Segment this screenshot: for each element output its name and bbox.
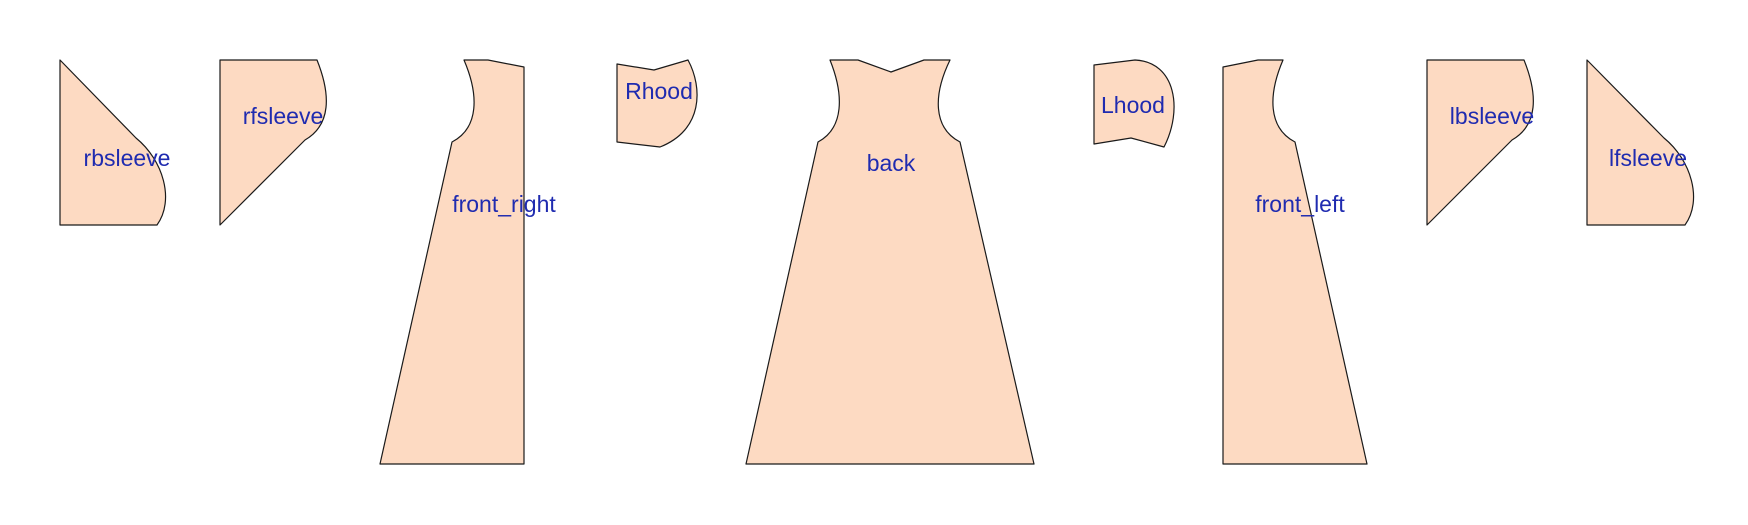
piece-lfsleeve-label: lfsleeve: [1609, 145, 1687, 171]
piece-rbsleeve-outline: [59, 59, 167, 226]
piece-lhood-outline: [1093, 59, 1175, 148]
piece-rhood-outline: [616, 59, 698, 148]
piece-lhood: Lhood: [1093, 59, 1175, 148]
piece-back-outline: [745, 59, 1035, 465]
piece-front-left-label: front_left: [1255, 191, 1345, 217]
piece-front-right-label: front_right: [452, 191, 556, 217]
piece-back-label: back: [867, 150, 916, 176]
piece-lbsleeve: lbsleeve: [1426, 59, 1534, 226]
piece-front-left: front_left: [1222, 59, 1368, 465]
piece-lfsleeve: lfsleeve: [1586, 59, 1695, 226]
piece-lfsleeve-outline: [1586, 59, 1695, 226]
piece-rfsleeve-outline: [219, 59, 327, 226]
piece-rhood-label: Rhood: [625, 78, 693, 104]
piece-lbsleeve-label: lbsleeve: [1450, 103, 1534, 129]
piece-rfsleeve: rfsleeve: [219, 59, 327, 226]
piece-rbsleeve-label: rbsleeve: [84, 145, 171, 171]
piece-back: back: [745, 59, 1035, 465]
piece-rbsleeve: rbsleeve: [59, 59, 171, 226]
piece-lhood-label: Lhood: [1101, 92, 1165, 118]
piece-lbsleeve-outline: [1426, 59, 1534, 226]
piece-rfsleeve-label: rfsleeve: [243, 103, 324, 129]
piece-rhood: Rhood: [616, 59, 698, 148]
piece-front-right-outline: [379, 59, 525, 465]
piece-front-left-outline: [1222, 59, 1368, 465]
piece-front-right: front_right: [379, 59, 556, 465]
